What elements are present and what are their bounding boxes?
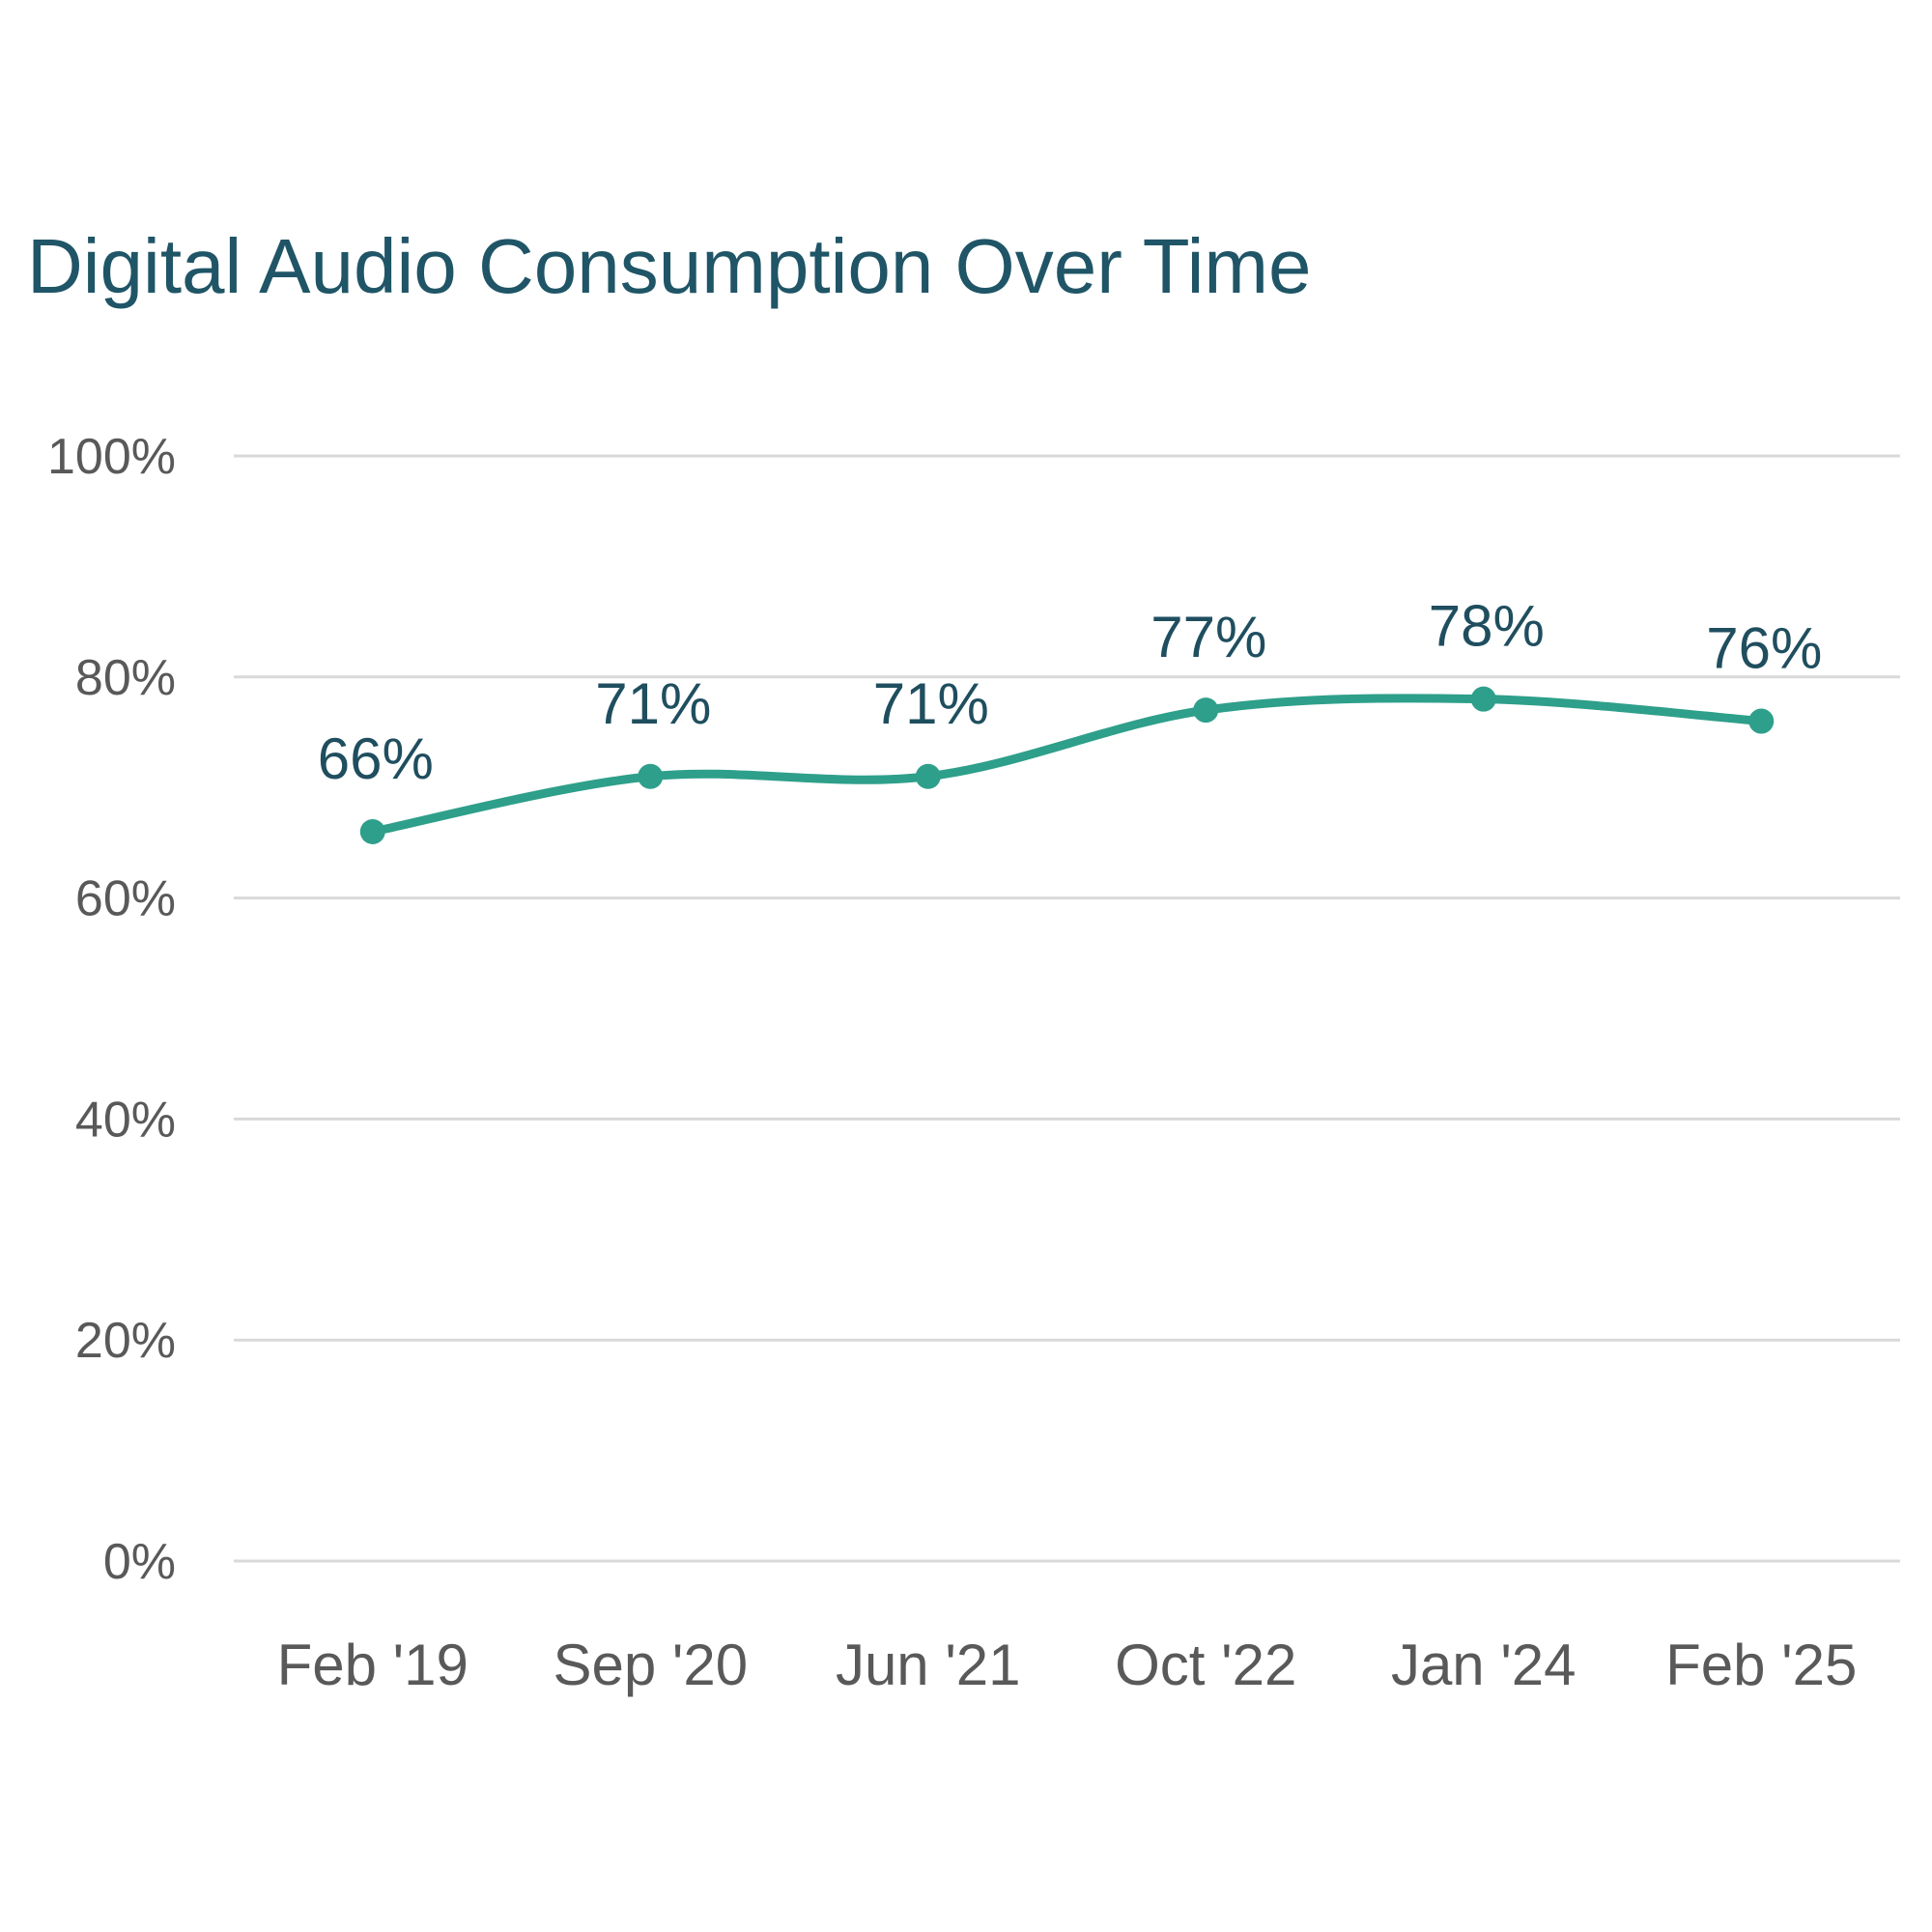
x-tick-label: Feb '25	[1665, 1633, 1857, 1697]
y-tick-label: 0%	[103, 1534, 176, 1590]
x-tick-label: Jun '21	[836, 1633, 1021, 1697]
y-tick-label: 20%	[75, 1313, 176, 1369]
x-tick-label: Jan '24	[1391, 1633, 1577, 1697]
x-tick-label: Oct '22	[1115, 1633, 1296, 1697]
data-point	[915, 763, 941, 789]
data-label: 71%	[595, 671, 711, 736]
x-tick-label: Sep '20	[553, 1633, 748, 1697]
data-label: 76%	[1706, 616, 1822, 681]
data-point	[359, 818, 385, 844]
chart-title: Digital Audio Consumption Over Time	[27, 223, 1312, 309]
y-tick-label: 80%	[75, 650, 176, 706]
y-tick-label: 100%	[47, 429, 176, 485]
y-tick-label: 60%	[75, 871, 176, 927]
data-point	[1470, 686, 1496, 712]
data-point	[1748, 708, 1775, 734]
data-label: 77%	[1151, 605, 1266, 669]
y-tick-label: 40%	[75, 1092, 176, 1148]
data-points	[359, 686, 1775, 844]
gridlines	[234, 454, 1900, 1563]
data-label: 71%	[873, 671, 989, 736]
y-axis-ticks: 0% 20% 40% 60% 80% 100%	[47, 429, 176, 1590]
x-axis-ticks: Feb '19 Sep '20 Jun '21 Oct '22 Jan '24 Feb '…	[277, 1633, 1858, 1697]
data-label: 78%	[1429, 594, 1545, 659]
x-tick-label: Feb '19	[277, 1633, 469, 1697]
data-point	[638, 763, 664, 789]
series-line	[368, 694, 1766, 837]
data-labels: 66% 71% 71% 77% 78% 76%	[318, 594, 1823, 791]
data-label: 66%	[318, 726, 434, 791]
data-point	[1193, 697, 1219, 724]
